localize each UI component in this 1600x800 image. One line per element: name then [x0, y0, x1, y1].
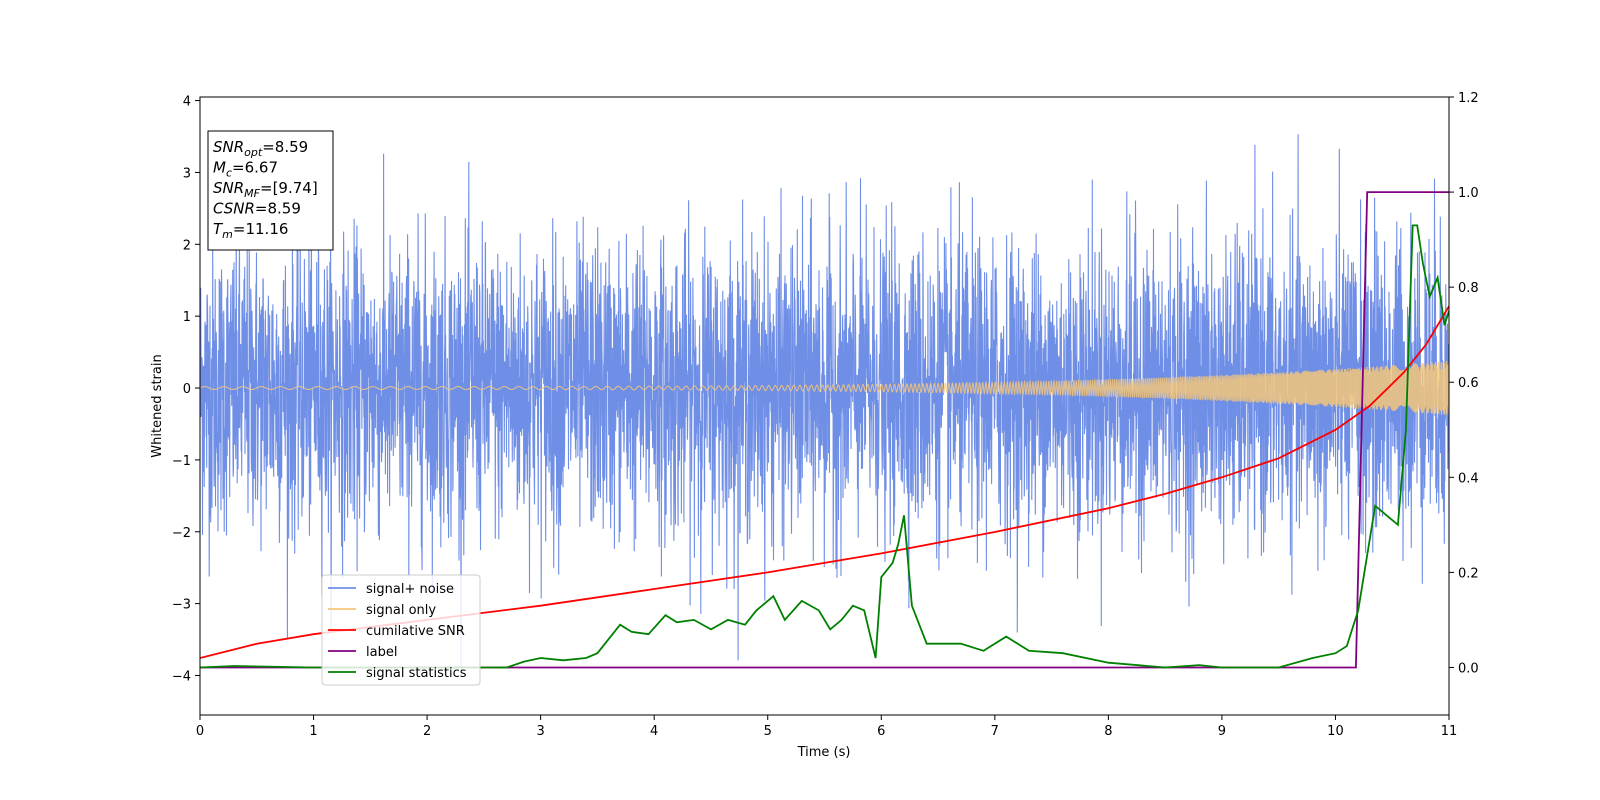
x-tick-label: 8 — [1104, 724, 1112, 739]
legend-frame — [321, 574, 481, 686]
x-tick-label: 11 — [1441, 724, 1458, 739]
y-axis-label: Whitened strain — [150, 354, 165, 457]
annotation-line: CSNR=8.59 — [213, 200, 301, 218]
annotation-value: =8.59 — [255, 200, 301, 218]
y-right-tick-label: 0.8 — [1458, 281, 1479, 296]
y-right-tick-label: 1.0 — [1458, 186, 1479, 201]
y-right-tick-label: 1.2 — [1458, 91, 1479, 106]
annotation-value: =6.67 — [232, 159, 278, 177]
series-signal-statistics — [200, 224, 1449, 669]
annotation-value: =11.16 — [233, 220, 289, 238]
series-signal-plus-noise — [200, 134, 1449, 677]
annotation-subscript: MF — [244, 187, 260, 200]
annotation-variable: SNR — [213, 138, 244, 156]
y-left-tick-label: −1 — [172, 454, 191, 469]
y-axis-left: 4 3 2 1 0 −1 −2 −3 −4 — [172, 95, 200, 684]
y-left-tick-label: 3 — [183, 166, 191, 181]
x-axis-label: Time (s) — [797, 745, 851, 760]
series-signal-only — [200, 360, 1449, 415]
annotation-subscript: c — [226, 167, 232, 180]
legend-label: signal statistics — [366, 666, 467, 681]
annotation-line: Mc=6.67 — [213, 159, 278, 180]
annotation-variable: SNR — [213, 179, 244, 197]
y-right-tick-label: 0.6 — [1458, 376, 1479, 391]
x-tick-label: 5 — [764, 724, 772, 739]
y-left-tick-label: 4 — [183, 95, 191, 110]
x-tick-label: 3 — [536, 724, 544, 739]
annotation-frame — [207, 130, 334, 251]
x-tick-label: 4 — [650, 724, 658, 739]
y-left-tick-label: −3 — [172, 598, 191, 613]
x-tick-label: 0 — [196, 724, 204, 739]
annotation-line: SNRMF=[9.74] — [213, 179, 318, 200]
annotation-variable: M — [213, 159, 226, 177]
y-left-tick-label: 0 — [183, 382, 191, 397]
x-tick-label: 9 — [1218, 724, 1226, 739]
y-right-tick-label: 0.2 — [1458, 566, 1479, 581]
y-left-tick-label: −4 — [172, 669, 191, 684]
y-axis-right: 1.2 1.0 0.8 0.6 0.4 0.2 0.0 — [1449, 91, 1479, 676]
y-left-tick-label: −2 — [172, 526, 191, 541]
annotation-subscript: m — [222, 228, 233, 241]
legend: signal+ noise signal only cumilative SNR la… — [321, 574, 481, 686]
annotation-variable: CSNR — [213, 200, 255, 218]
x-axis: 0 1 2 3 4 5 6 7 8 9 10 11 — [196, 715, 1457, 739]
annotation-line: Tm=11.16 — [213, 220, 288, 241]
legend-label: signal+ noise — [366, 582, 454, 597]
legend-label: cumilative SNR — [366, 624, 465, 639]
x-tick-label: 1 — [309, 724, 317, 739]
y-right-tick-label: 0.0 — [1458, 661, 1479, 676]
legend-label: signal only — [366, 603, 436, 618]
y-left-tick-label: 2 — [183, 238, 191, 253]
y-left-tick-label: 1 — [183, 310, 191, 325]
legend-label: label — [366, 645, 397, 660]
annotation-box: SNRopt=8.59Mc=6.67SNRMF=[9.74]CSNR=8.59T… — [207, 130, 334, 251]
plot-frame — [199, 96, 1450, 716]
y-right-tick-label: 0.4 — [1458, 471, 1479, 486]
x-tick-label: 2 — [423, 724, 431, 739]
x-tick-label: 6 — [877, 724, 885, 739]
x-tick-label: 10 — [1327, 724, 1344, 739]
annotation-subscript: opt — [244, 146, 263, 159]
annotation-value: =8.59 — [262, 138, 308, 156]
series-label — [200, 191, 1449, 669]
annotation-value: =[9.74] — [260, 179, 318, 197]
annotation-line: SNRopt=8.59 — [213, 138, 308, 159]
annotation-variable: T — [213, 220, 224, 238]
x-tick-label: 7 — [991, 724, 999, 739]
